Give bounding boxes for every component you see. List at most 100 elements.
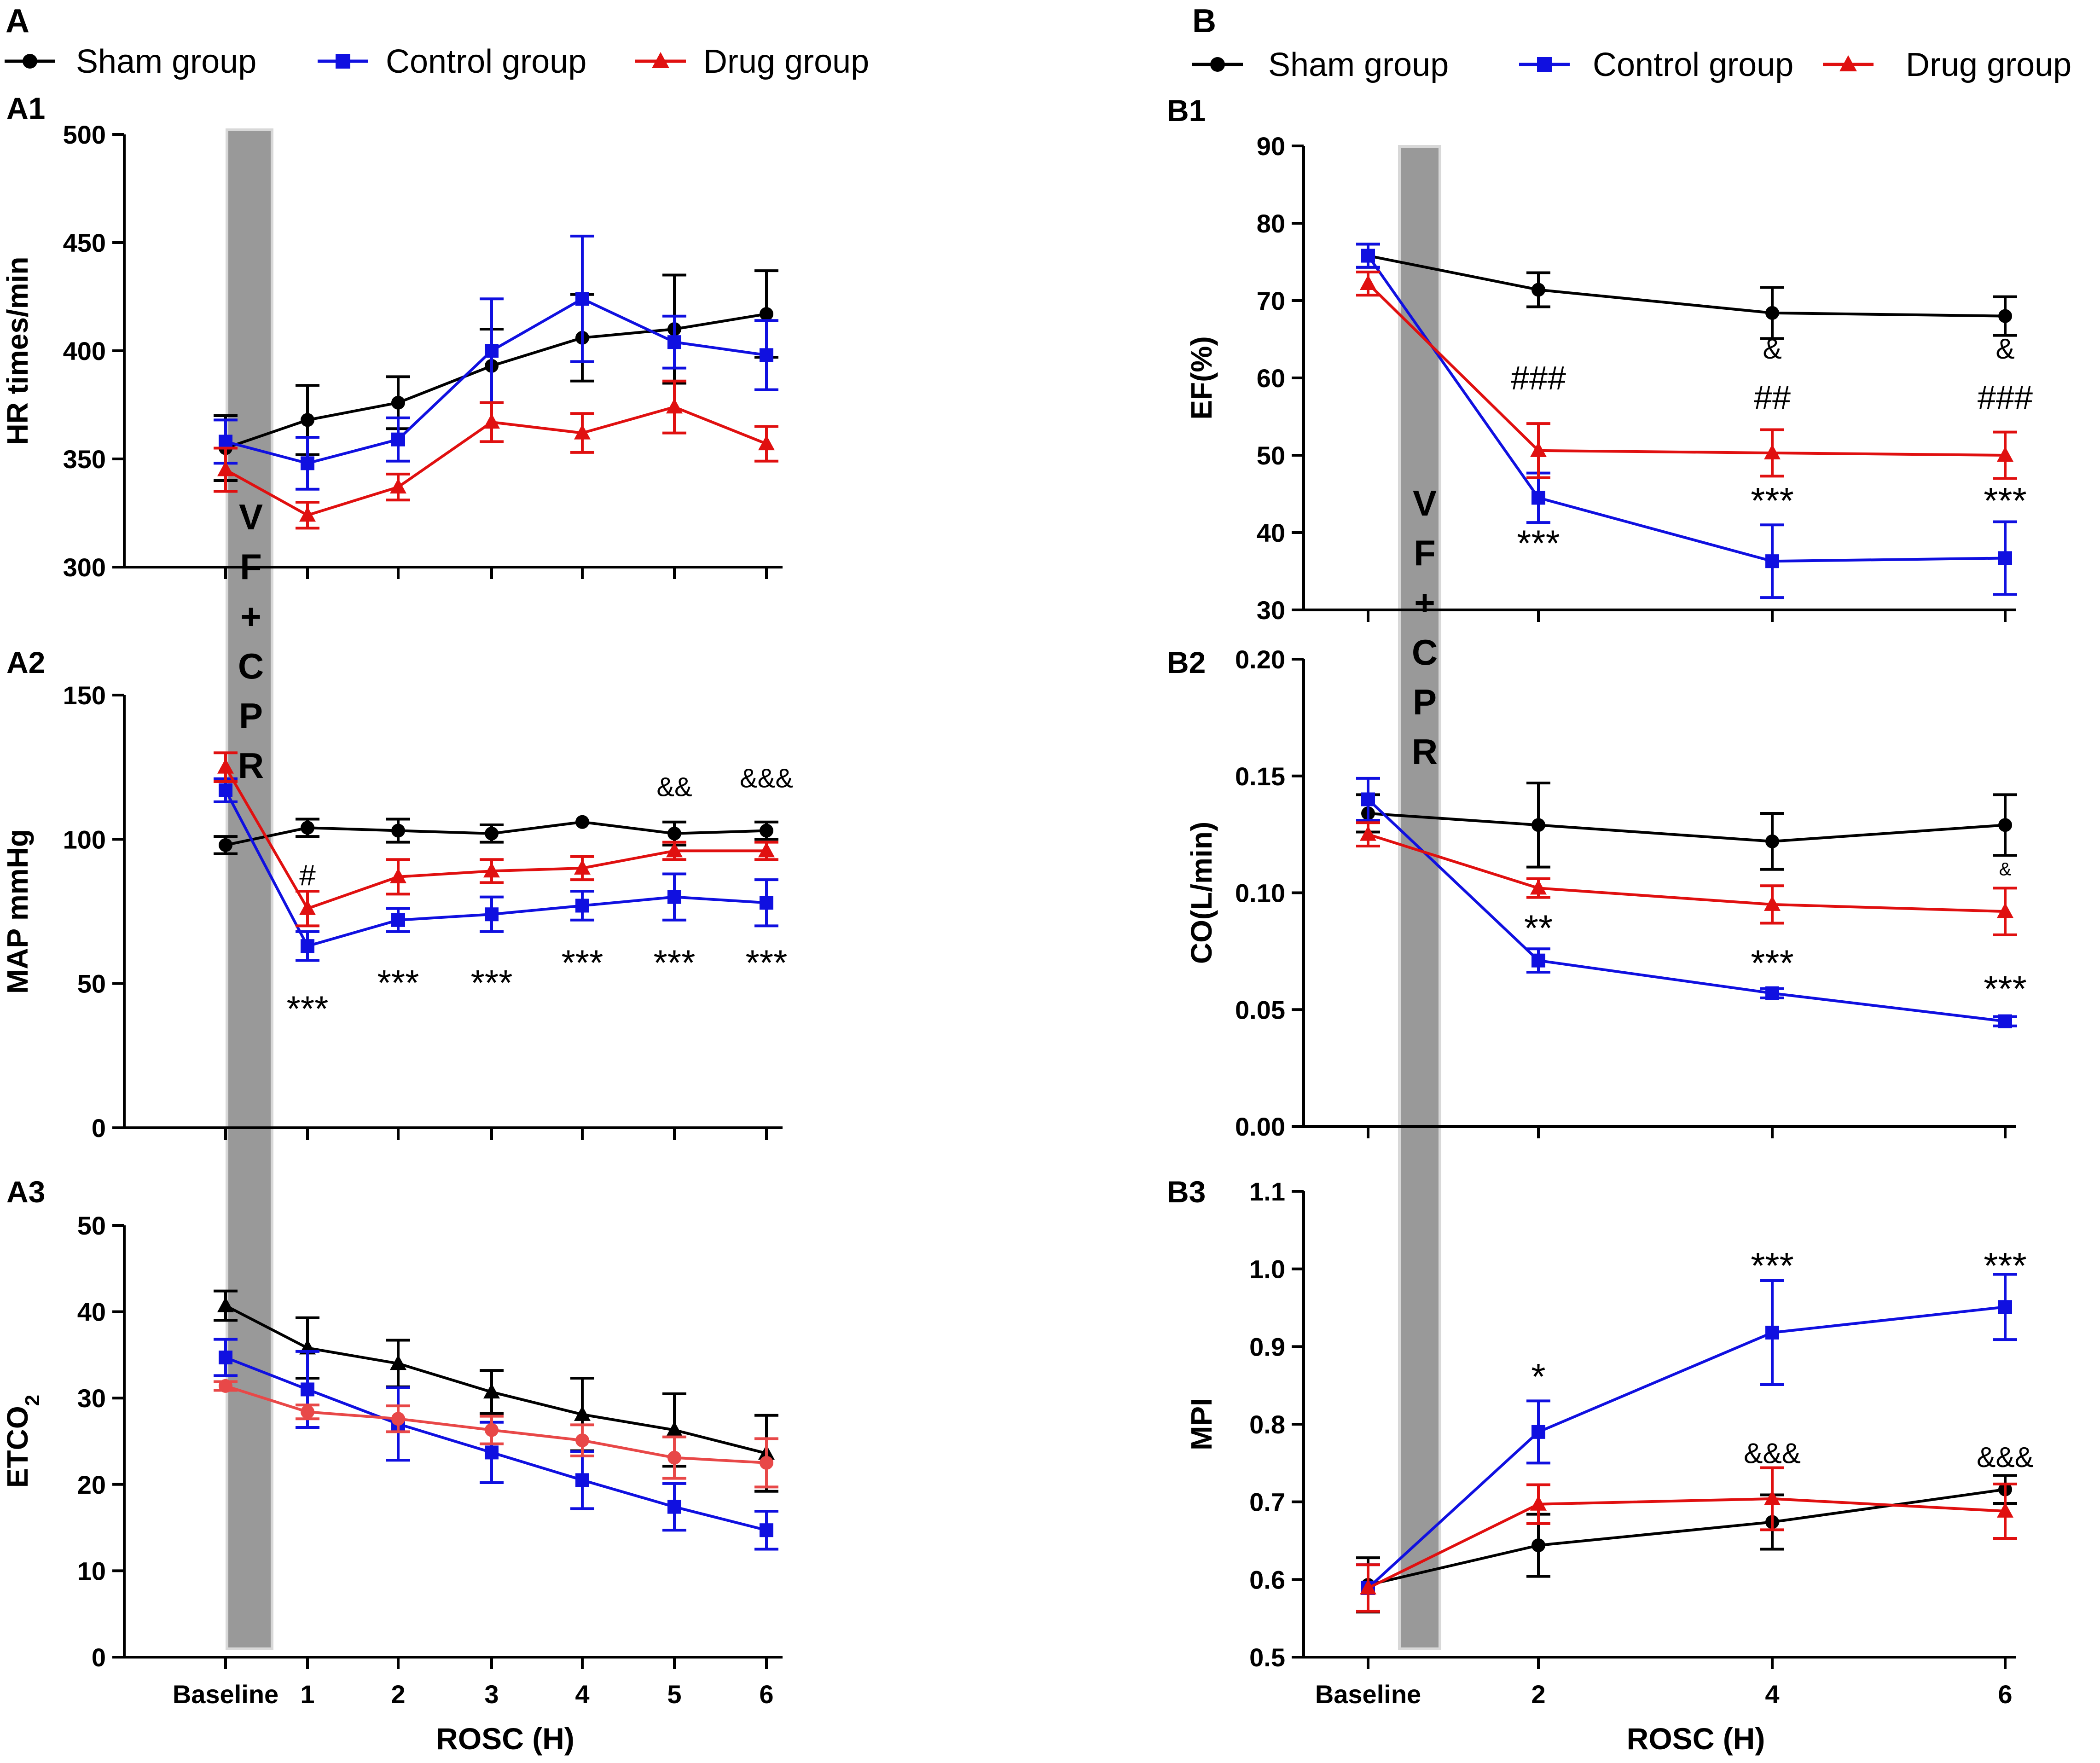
data-point-control: [1765, 1325, 1779, 1340]
significance-annotation: ***: [1984, 1245, 2026, 1286]
data-point-control: [391, 432, 405, 447]
legend-a: Sham group Control group Drug group: [5, 43, 869, 80]
legend-b-drug: Drug group: [1823, 46, 2071, 83]
legend-a-control: Control group: [318, 43, 586, 80]
vf-letter: +: [240, 596, 261, 637]
data-point-control: [1998, 551, 2012, 565]
vf-cpr-band-a: [226, 128, 273, 1650]
y-tick-label: 40: [77, 1298, 106, 1327]
legend-sham-label: Sham group: [76, 43, 256, 80]
y-tick-label: 500: [63, 120, 106, 149]
data-point-sham: [301, 413, 314, 427]
panel-label-a2: A2: [6, 645, 45, 679]
data-point-drug: [666, 842, 683, 858]
data-point-control: [575, 1473, 589, 1487]
data-point-control: [667, 890, 681, 904]
series-line-drug: [1367, 282, 2006, 457]
x-tick-label: 4: [1765, 1680, 1779, 1709]
data-point-drug_light: [301, 1405, 314, 1419]
vf-letter: F: [1414, 533, 1436, 573]
x-tick-label: 5: [667, 1680, 681, 1709]
y-tick-label: 0: [92, 1113, 106, 1142]
legend-drug-marker: [652, 52, 669, 68]
significance-annotation: #: [299, 859, 316, 892]
data-point-sham: [391, 824, 405, 838]
data-point-drug: [666, 398, 683, 414]
series-line-control: [1367, 798, 2006, 1023]
series-control: [1356, 243, 2017, 599]
series-drug: [1356, 1466, 2017, 1613]
data-point-drug: [1764, 1490, 1781, 1505]
data-point-sham: [760, 824, 773, 838]
vf-letter: V: [239, 497, 263, 537]
data-point-drug_light: [485, 1423, 499, 1437]
data-point-control: [1998, 1014, 2012, 1028]
y-tick-label: 0.7: [1249, 1488, 1285, 1517]
significance-annotation: &: [1999, 859, 2012, 879]
significance-annotation: &&&: [740, 764, 793, 794]
data-point-sham: [483, 1383, 500, 1399]
data-point-drug: [1360, 825, 1376, 841]
data-point-sham: [1531, 818, 1545, 832]
significance-annotation: ***: [1984, 968, 2026, 1009]
y-tick-label: 1.1: [1249, 1177, 1285, 1206]
y-tick-label: 300: [63, 553, 106, 582]
data-point-control: [485, 344, 499, 358]
series-drug: [214, 751, 778, 928]
data-point-control: [219, 1351, 232, 1365]
series-control: [214, 1338, 778, 1551]
x-tick-label: 2: [1531, 1680, 1545, 1709]
data-point-drug: [1764, 444, 1781, 459]
panel-label-b1: B1: [1167, 93, 1206, 128]
y-tick-label: 0.6: [1249, 1565, 1285, 1594]
x-axis-label: ROSC (H): [436, 1722, 574, 1756]
significance-annotation: &&: [656, 772, 692, 802]
data-point-sham: [217, 1297, 234, 1312]
data-point-control: [575, 899, 589, 913]
y-tick-label: 1.0: [1249, 1255, 1285, 1284]
vf-letter: V: [1413, 483, 1437, 523]
x-tick-label: 6: [759, 1680, 773, 1709]
y-axis-label-subscript: 2: [21, 1395, 44, 1406]
panel-label-b3: B3: [1167, 1175, 1206, 1209]
legend-control-label: Control group: [1593, 46, 1793, 83]
data-point-control: [1998, 1300, 2012, 1314]
series-sham: [214, 269, 778, 482]
y-tick-label: 60: [1257, 364, 1285, 393]
y-tick-label: 0.8: [1249, 1410, 1285, 1439]
y-tick-label: 0.5: [1249, 1643, 1285, 1672]
series-line-control: [1367, 1305, 2006, 1589]
series-drug: [1356, 270, 2017, 480]
data-point-sham: [1765, 306, 1779, 320]
significance-annotation: **: [1524, 908, 1553, 949]
legend-control-label: Control group: [386, 43, 586, 80]
significance-annotation: ###: [1978, 379, 2033, 416]
data-point-drug: [574, 859, 591, 875]
data-point-drug: [299, 899, 316, 915]
y-tick-label: 450: [63, 228, 106, 257]
y-tick-label: 0.10: [1235, 879, 1285, 908]
series-drug_light: [214, 1379, 778, 1489]
x-tick-label: 2: [391, 1680, 405, 1709]
data-point-sham: [666, 1421, 683, 1437]
series-drug: [214, 379, 778, 530]
data-point-drug: [1997, 1502, 2013, 1518]
series-line-sham: [1368, 1488, 2006, 1587]
data-point-drug: [390, 478, 406, 494]
y-tick-label: 0.15: [1235, 762, 1285, 791]
panel-a-label: A: [6, 3, 29, 40]
series-line-control: [1367, 255, 2006, 563]
data-point-control: [1531, 953, 1545, 968]
vf-letter: P: [1413, 682, 1437, 722]
data-point-control: [760, 1523, 773, 1537]
y-tick-label: 0.00: [1235, 1112, 1285, 1141]
series-line-drug: [1367, 1497, 2006, 1589]
data-point-drug_light: [760, 1456, 773, 1470]
x-tick-label: 3: [484, 1680, 499, 1709]
y-tick-label: 80: [1257, 209, 1285, 238]
y-axis-label: ETCO2: [1, 1395, 44, 1488]
data-point-sham: [1998, 818, 2012, 832]
legend-drug-marker: [1839, 55, 1857, 71]
data-point-drug: [1360, 275, 1376, 290]
